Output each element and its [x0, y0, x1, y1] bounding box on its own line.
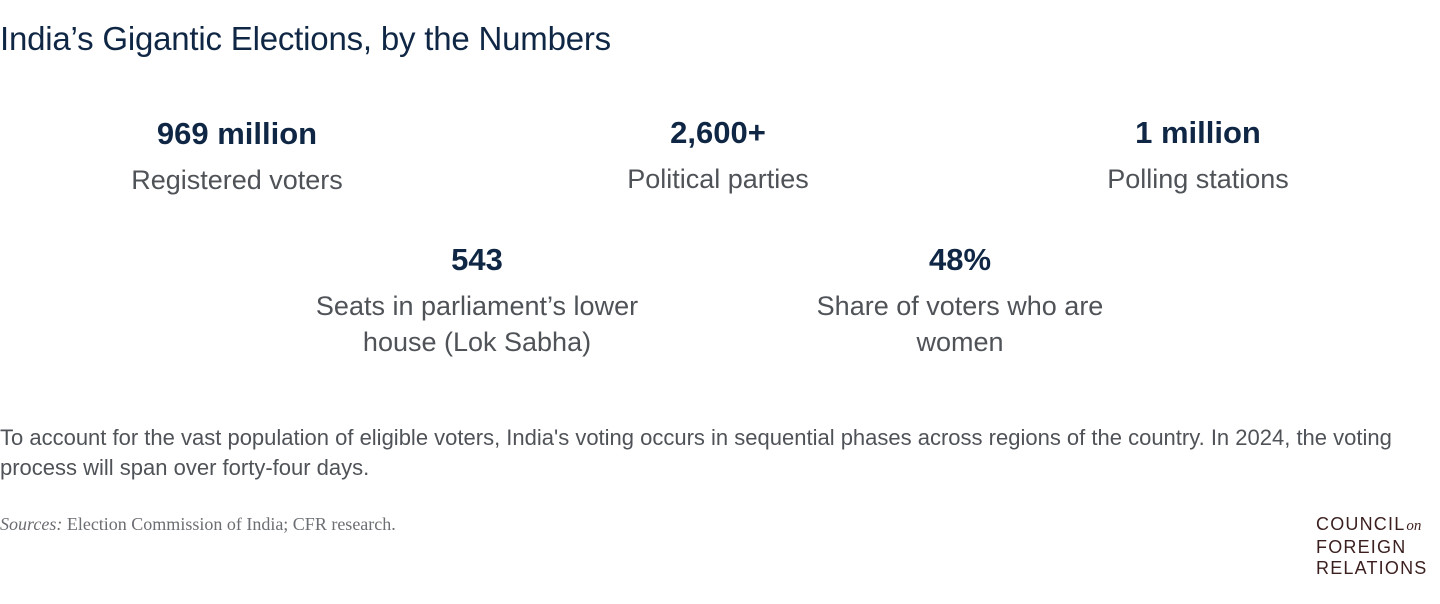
sources-label: Sources: [0, 514, 63, 534]
logo-line-3: RELATIONS [1316, 558, 1428, 578]
explanatory-note: To account for the vast population of el… [0, 425, 1392, 480]
stat-label: Political parties [627, 164, 809, 194]
page-title: India’s Gigantic Elections, by the Numbe… [0, 20, 611, 57]
stat-lok-sabha-seats: 543 Seats in parliament’s lower house (L… [277, 242, 677, 360]
stat-value: 969 million [156, 116, 318, 151]
logo-on: on [1406, 518, 1422, 534]
stat-political-parties: 2,600+ Political parties [627, 115, 809, 197]
stat-polling-stations: 1 million Polling stations [1107, 115, 1289, 197]
stat-women-voters-share: 48% Share of voters who are women [800, 242, 1120, 360]
stat-value: 2,600+ [670, 115, 766, 150]
stat-label: Polling stations [1107, 164, 1289, 194]
sources-text: Election Commission of India; CFR resear… [66, 514, 396, 534]
stat-label: Seats in parliament’s lower house (Lok S… [315, 291, 639, 357]
logo-line-1: COUNCILon [1316, 514, 1428, 537]
logo-line-2: FOREIGN [1316, 537, 1407, 557]
stat-value: 48% [928, 242, 992, 277]
logo-council: COUNCIL [1316, 514, 1406, 534]
stat-value: 543 [451, 242, 503, 277]
stat-label: Registered voters [131, 165, 343, 195]
sources-line: Sources: Election Commission of India; C… [0, 514, 396, 535]
stat-label: Share of voters who are women [816, 291, 1104, 357]
stat-registered-voters: 969 million Registered voters [131, 116, 343, 198]
cfr-logo: COUNCILon FOREIGN RELATIONS [1316, 514, 1428, 579]
stat-value: 1 million [1135, 115, 1261, 150]
